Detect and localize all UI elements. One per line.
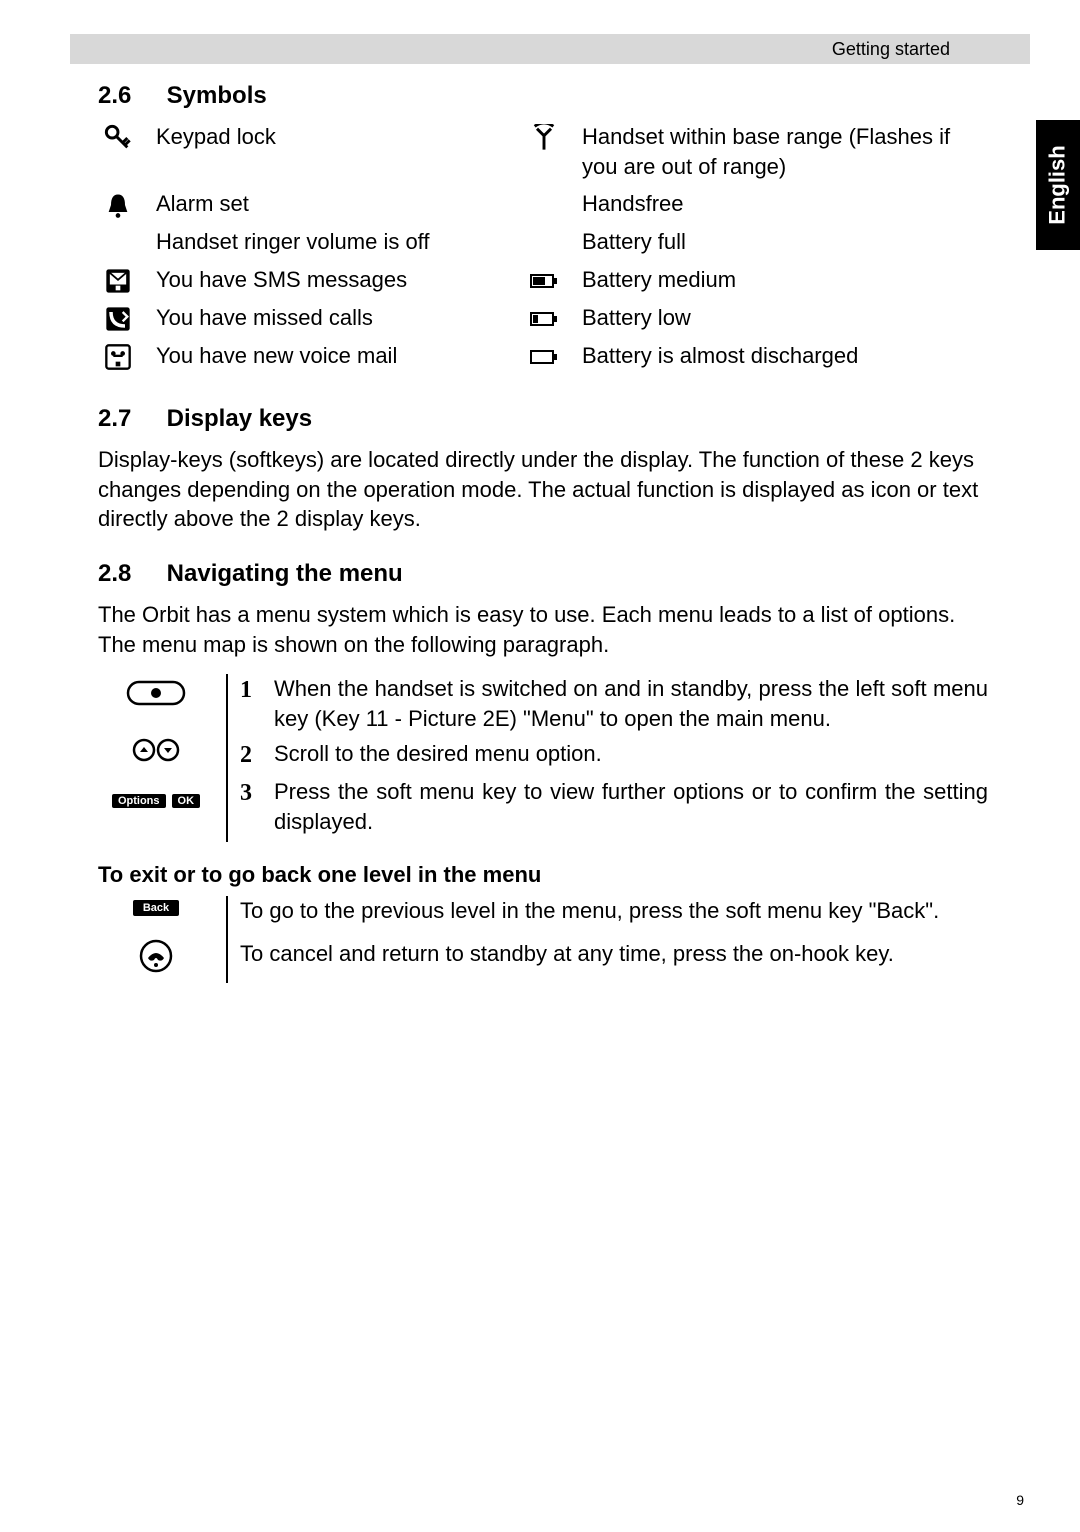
softkey-back: Back [133, 900, 179, 916]
language-tab: English [1036, 120, 1080, 250]
section-title: Navigating the menu [167, 560, 403, 587]
battery-medium-icon [524, 265, 564, 295]
section-number: 2.8 [98, 560, 160, 588]
bell-icon [98, 189, 138, 219]
antenna-icon [524, 122, 564, 152]
exit-row-text: To go to the previous level in the menu,… [240, 896, 988, 927]
symbol-text: Handset ringer volume is off [156, 227, 506, 257]
symbol-text: You have missed calls [156, 303, 506, 333]
battery-empty-icon [524, 341, 564, 371]
exit-subheading: To exit or to go back one level in the m… [98, 862, 988, 888]
sms-icon [98, 265, 138, 295]
battery-low-icon [524, 303, 564, 333]
menu-key-icon [126, 680, 186, 711]
softkey-ok: OK [172, 794, 201, 808]
on-hook-key-icon [138, 938, 174, 979]
breadcrumb: Getting started [832, 39, 950, 60]
exit-keys-column: Back [98, 896, 228, 983]
symbol-text: Handsfree [582, 189, 988, 219]
nav-step-text: Press the soft menu key to view further … [274, 777, 988, 839]
voicemail-icon [98, 341, 138, 371]
symbol-text: Battery full [582, 227, 988, 257]
exit-text-column: To go to the previous level in the menu,… [228, 896, 988, 983]
symbol-text: Handset within base range (Flashes if yo… [582, 122, 988, 181]
nav-steps-table: Options OK When the handset is switched … [98, 674, 988, 843]
symbol-text: You have SMS messages [156, 265, 506, 295]
nav-keys-column: Options OK [98, 674, 228, 843]
nav-step-text: Scroll to the desired menu option. [274, 739, 988, 773]
nav-step: Scroll to the desired menu option. [240, 739, 988, 773]
section-heading-symbols: 2.6 Symbols [98, 82, 988, 110]
battery-full-icon [524, 227, 564, 229]
symbols-grid: Keypad lock Handset within base range (F… [98, 122, 988, 371]
section-title: Symbols [167, 82, 267, 109]
symbol-text: Battery is almost discharged [582, 341, 988, 371]
nav-steps-list: When the handset is switched on and in s… [240, 674, 988, 839]
section-heading-display-keys: 2.7 Display keys [98, 405, 988, 433]
exit-table: Back To go to the previous level in the … [98, 896, 988, 983]
missed-call-icon [98, 303, 138, 333]
section-number: 2.6 [98, 82, 160, 110]
symbol-text: Alarm set [156, 189, 506, 219]
scroll-keys-icon [126, 737, 186, 768]
section-number: 2.7 [98, 405, 160, 433]
display-keys-body: Display-keys (softkeys) are located dire… [98, 445, 988, 534]
symbol-text: You have new voice mail [156, 341, 506, 371]
nav-steps-column: When the handset is switched on and in s… [228, 674, 988, 843]
exit-row-text: To cancel and return to standby at any t… [240, 939, 988, 970]
navigating-intro: The Orbit has a menu system which is eas… [98, 600, 988, 659]
section-heading-navigating: 2.8 Navigating the menu [98, 560, 988, 588]
language-tab-label: English [1045, 145, 1071, 224]
symbol-text: Keypad lock [156, 122, 506, 152]
ringer-off-icon [98, 227, 138, 229]
header-bar: Getting started [70, 34, 1030, 64]
symbol-text: Battery low [582, 303, 988, 333]
page: Getting started English 2.6 Symbols Keyp… [0, 0, 1080, 1532]
nav-step-text: When the handset is switched on and in s… [274, 674, 988, 736]
key-icon [98, 122, 138, 152]
softkey-options: Options [112, 794, 166, 808]
section-title: Display keys [167, 405, 312, 432]
handsfree-icon [524, 189, 564, 191]
nav-step: Press the soft menu key to view further … [240, 777, 988, 839]
page-number: 9 [1016, 1492, 1024, 1508]
symbol-text: Battery medium [582, 265, 988, 295]
content: 2.6 Symbols Keypad lock Handset within b… [98, 72, 988, 983]
options-ok-softkeys-icon: Options OK [112, 794, 200, 808]
nav-step: When the handset is switched on and in s… [240, 674, 988, 736]
